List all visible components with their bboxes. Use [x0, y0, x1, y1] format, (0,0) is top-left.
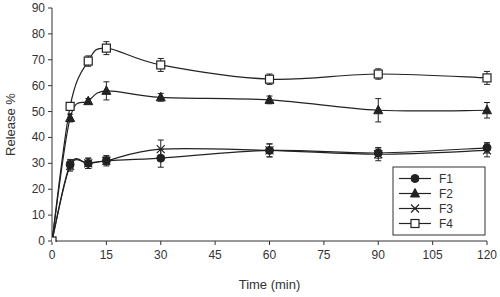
x-tick-label: 75 — [317, 248, 331, 262]
y-tick-label: 70 — [32, 53, 46, 67]
marker — [102, 44, 110, 52]
x-tick — [269, 241, 270, 245]
error-bar — [267, 144, 273, 157]
x-tick — [432, 241, 433, 245]
marker — [102, 157, 110, 165]
error-bar — [158, 140, 164, 158]
x-tick — [487, 241, 488, 245]
marker — [52, 236, 57, 242]
error-bar — [158, 58, 164, 71]
series-line — [52, 148, 487, 241]
y-tick — [48, 33, 52, 34]
x-tick — [160, 241, 161, 245]
marker — [483, 74, 491, 82]
chart: 0 10 20 30 40 50 60 70 80 90 0 15 30 45 60 75 90 105 120 Ti… — [0, 0, 500, 297]
marker — [52, 237, 56, 242]
error-bar — [375, 148, 381, 161]
y-tick-label: 10 — [32, 208, 46, 222]
marker — [265, 95, 274, 104]
marker — [66, 162, 74, 170]
marker — [483, 105, 492, 114]
x-axis-title: Time (min) — [239, 277, 301, 292]
series-line — [52, 91, 487, 241]
x-tick-label: 60 — [263, 248, 277, 262]
y-tick — [48, 137, 52, 138]
x-tick — [378, 241, 379, 245]
x-tick-label: 15 — [100, 248, 114, 262]
error-bar — [103, 156, 109, 166]
y-tick — [48, 189, 52, 190]
y-tick — [48, 215, 52, 216]
legend-marker — [411, 175, 419, 183]
x-tick-label: 0 — [49, 248, 56, 262]
marker — [52, 237, 56, 242]
y-tick-label: 0 — [38, 234, 45, 248]
marker — [102, 86, 111, 95]
marker — [266, 75, 274, 83]
marker — [52, 237, 56, 242]
error-bar — [67, 102, 73, 110]
x-tick — [106, 241, 107, 245]
y-tick-label: 40 — [32, 130, 46, 144]
marker — [157, 145, 165, 153]
y-tick — [48, 85, 52, 86]
y-tick-label: 60 — [32, 79, 46, 93]
error-bar — [484, 71, 490, 84]
y-tick — [48, 241, 52, 242]
marker — [266, 146, 274, 154]
y-axis — [52, 8, 53, 241]
marker — [84, 57, 92, 65]
x-tick-label: 30 — [154, 248, 168, 262]
plot-area — [52, 42, 492, 242]
error-bar — [85, 158, 91, 168]
y-tick-label: 50 — [32, 105, 46, 119]
x-tick — [323, 241, 324, 245]
legend-label: F2 — [439, 187, 453, 201]
y-axis-title: Release % — [3, 93, 18, 156]
error-bar — [85, 56, 91, 66]
y-tick-label: 20 — [32, 182, 46, 196]
legend-label: F1 — [439, 172, 453, 186]
legend-marker — [411, 205, 419, 213]
marker — [84, 159, 92, 167]
error-bar — [484, 144, 490, 157]
x-tick-label: 45 — [208, 248, 222, 262]
error-bar — [67, 161, 73, 171]
legend-label: F4 — [439, 217, 453, 231]
legend-marker — [411, 189, 420, 198]
y-tick — [48, 59, 52, 60]
marker — [374, 105, 383, 114]
legend-box — [393, 167, 485, 235]
marker — [66, 113, 75, 122]
marker — [374, 70, 382, 78]
error-bar — [267, 74, 273, 84]
legend: F1F2F3F4 — [393, 167, 485, 235]
x-tick-label: 90 — [372, 248, 386, 262]
legend-marker — [411, 220, 419, 228]
y-tick — [48, 111, 52, 112]
y-tick — [48, 163, 52, 164]
marker — [66, 102, 74, 110]
marker — [483, 146, 491, 154]
y-tick-label: 80 — [32, 27, 46, 41]
marker — [84, 96, 93, 105]
legend-label: F3 — [439, 202, 453, 216]
x-tick — [215, 241, 216, 245]
x-tick-label: 105 — [423, 248, 443, 262]
series-line — [52, 48, 487, 241]
y-tick-label: 30 — [32, 156, 46, 170]
error-bar — [375, 69, 381, 79]
marker — [157, 61, 165, 69]
marker — [374, 150, 382, 158]
y-tick-label: 90 — [32, 1, 46, 15]
marker — [156, 92, 165, 101]
y-tick — [48, 8, 52, 9]
error-bar — [103, 42, 109, 55]
x-tick-label: 120 — [477, 248, 497, 262]
series-line — [52, 148, 487, 241]
